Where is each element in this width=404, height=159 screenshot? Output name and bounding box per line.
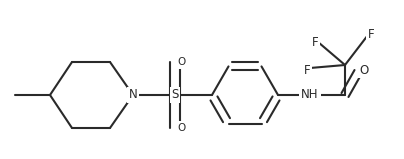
Text: N: N xyxy=(128,89,137,101)
Text: O: O xyxy=(177,57,185,67)
Text: O: O xyxy=(360,63,368,76)
Text: S: S xyxy=(171,89,179,101)
Text: F: F xyxy=(304,63,310,76)
Text: O: O xyxy=(177,123,185,133)
Text: NH: NH xyxy=(301,89,319,101)
Text: F: F xyxy=(368,28,375,41)
Text: F: F xyxy=(312,35,318,48)
